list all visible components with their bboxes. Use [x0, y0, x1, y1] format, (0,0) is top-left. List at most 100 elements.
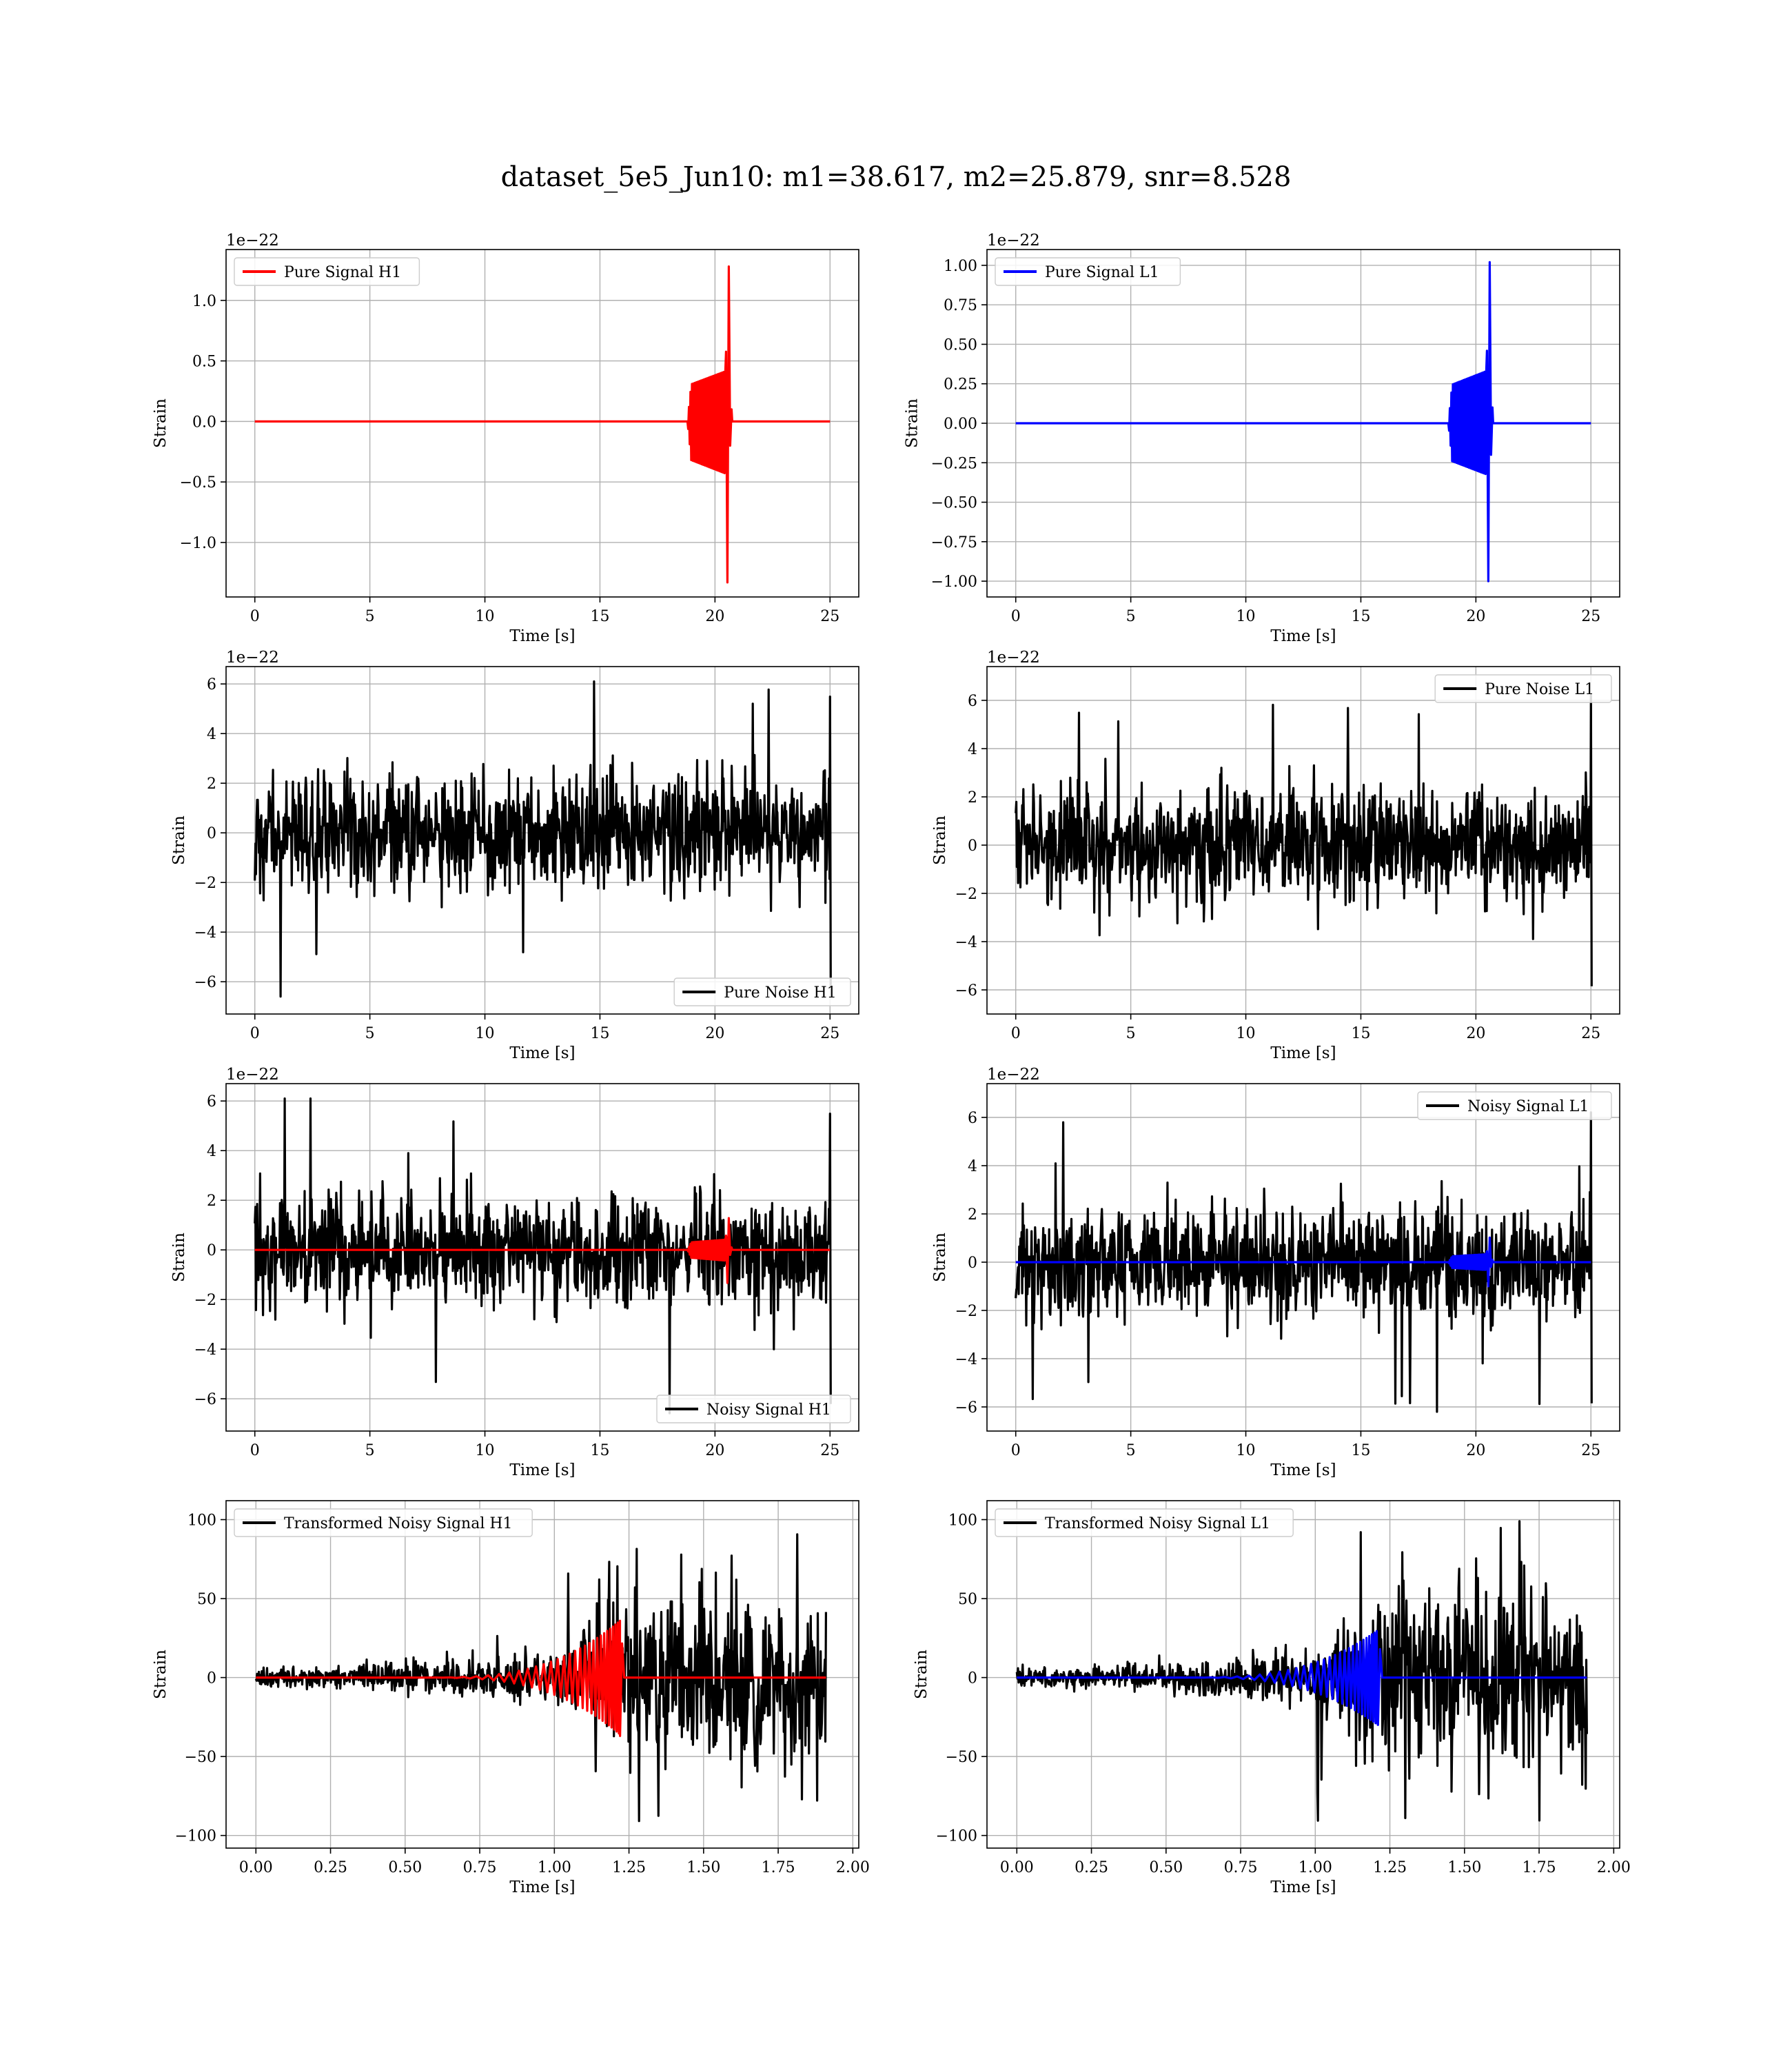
- x-tick-label: 10: [476, 1025, 495, 1042]
- y-tick-label: 0.25: [944, 376, 977, 394]
- y-tick-label: −0.5: [180, 474, 216, 491]
- series-line-h1-signal-0: [254, 265, 831, 584]
- y-tick-label: 0.75: [944, 297, 977, 314]
- y-tick-label: −2: [194, 1292, 216, 1309]
- y-tick-label: 2: [207, 776, 216, 793]
- y-tick-label: 2: [207, 1193, 216, 1210]
- x-tick-label: 25: [820, 1442, 839, 1459]
- y-tick-label: 50: [958, 1591, 977, 1608]
- x-tick-label: 1.50: [686, 1859, 720, 1876]
- x-tick-label: 25: [1581, 608, 1600, 625]
- legend-box: [656, 1395, 851, 1423]
- y-tick-label: 1.00: [944, 258, 977, 275]
- panel-l1-transformed: 0.00 0.25 0.50 0.75 1.00 1.25 1.50 1.75 2.00 −100…: [913, 1500, 1631, 1896]
- legend-box: [673, 977, 851, 1006]
- axes-frame: [986, 666, 1620, 1015]
- y-tick-label: −0.75: [931, 534, 977, 551]
- y-tick-label: −0.50: [931, 495, 977, 512]
- y-tick-label: 0: [207, 1242, 216, 1259]
- x-tick-label: 20: [1466, 1025, 1485, 1042]
- y-tick-label: −1.00: [931, 574, 977, 591]
- axes-frame: [225, 1500, 859, 1849]
- y-offset-label: 1e−22: [987, 1066, 1040, 1084]
- y-axis-label: Strain: [152, 1650, 170, 1699]
- legend-box: [1417, 1091, 1612, 1120]
- y-tick-label: −6: [955, 1399, 977, 1417]
- y-tick-label: 0: [968, 1670, 977, 1687]
- legend-label: Transformed Noisy Signal L1: [1045, 1515, 1270, 1532]
- legend: Pure Noise H1: [673, 977, 851, 1006]
- legend-box: [234, 257, 420, 286]
- y-tick-label: 0: [968, 838, 977, 855]
- x-tick-label: 0.25: [1075, 1859, 1108, 1876]
- x-tick-label: 0: [250, 1442, 260, 1459]
- y-tick-label: 50: [197, 1591, 216, 1608]
- x-tick-label: 5: [1126, 1442, 1136, 1459]
- x-tick-label: 25: [820, 1025, 839, 1042]
- x-axis-label: Time [s]: [1270, 627, 1336, 645]
- x-tick-label: 15: [1351, 1442, 1370, 1459]
- x-tick-label: 25: [1581, 1442, 1600, 1459]
- y-offset-label: 1e−22: [987, 649, 1040, 667]
- x-tick-label: 15: [590, 1442, 609, 1459]
- x-tick-label: 2.00: [836, 1859, 870, 1876]
- y-tick-label: 6: [968, 693, 977, 710]
- series-line-h1-noise-0: [254, 680, 832, 998]
- y-tick-label: −2: [955, 886, 977, 903]
- series-line-h1-transformed-1: [256, 1619, 826, 1737]
- x-axis-label: Time [s]: [509, 1878, 575, 1896]
- legend-box: [995, 257, 1181, 286]
- y-tick-label: 0: [207, 1670, 216, 1687]
- y-axis-label: Strain: [931, 1233, 949, 1282]
- panel-l1-noisy: 0 5 10 15 20 25 −6 −4 −2 0 2 4 6 Time [s] Strain 1e−22 N…: [931, 1066, 1620, 1479]
- y-offset-label: 1e−22: [226, 1066, 279, 1084]
- series-line-l1-signal-0: [1015, 261, 1591, 582]
- y-tick-label: −50: [185, 1749, 216, 1766]
- legend-label: Pure Noise H1: [724, 984, 837, 1002]
- x-tick-label: 5: [365, 1025, 375, 1042]
- x-tick-label: 20: [1466, 1442, 1485, 1459]
- x-tick-label: 0.50: [1149, 1859, 1183, 1876]
- y-tick-label: 0.0: [192, 414, 216, 431]
- panel-h1-signal: 0 5 10 15 20 25 −1.0 −0.5 0.0 0.5 1.0 Time [s] Strai…: [152, 232, 859, 645]
- y-tick-label: −50: [946, 1749, 977, 1766]
- x-tick-label: 1.25: [1373, 1859, 1407, 1876]
- y-tick-label: −4: [955, 1351, 977, 1368]
- x-axis-label: Time [s]: [1270, 1461, 1336, 1479]
- x-tick-label: 20: [705, 1442, 724, 1459]
- y-offset-label: 1e−22: [226, 649, 279, 667]
- legend: Noisy Signal H1: [656, 1395, 851, 1423]
- x-tick-label: 20: [1466, 608, 1485, 625]
- x-tick-label: 0: [1011, 1442, 1021, 1459]
- y-axis-label: Strain: [931, 815, 949, 865]
- x-tick-label: 5: [1126, 608, 1136, 625]
- x-tick-label: 1.75: [762, 1859, 795, 1876]
- x-tick-label: 2.00: [1597, 1859, 1631, 1876]
- axes-frame: [225, 666, 859, 1015]
- y-tick-label: 6: [207, 676, 216, 693]
- series-line-l1-noisy-0: [1015, 1111, 1593, 1413]
- legend: Transformed Noisy Signal L1: [995, 1508, 1294, 1537]
- legend-box: [234, 1508, 533, 1537]
- y-tick-label: 2: [968, 789, 977, 807]
- x-tick-label: 0.75: [1224, 1859, 1258, 1876]
- x-tick-label: 15: [1351, 1025, 1370, 1042]
- y-tick-label: 0: [968, 1255, 977, 1272]
- y-tick-label: 4: [968, 741, 977, 758]
- x-tick-label: 0.25: [314, 1859, 347, 1876]
- legend: Transformed Noisy Signal H1: [234, 1508, 533, 1537]
- x-tick-label: 20: [705, 1025, 724, 1042]
- series-line-l1-noisy-1: [1015, 1236, 1591, 1288]
- x-tick-label: 0: [1011, 608, 1021, 625]
- y-offset-label: 1e−22: [987, 232, 1040, 250]
- y-tick-label: −1.0: [180, 535, 216, 552]
- y-tick-label: −2: [194, 875, 216, 892]
- panel-l1-noise: 0 5 10 15 20 25 −6 −4 −2 0 2 4 6 Time [s] Strain 1e−22 P…: [931, 649, 1620, 1062]
- series-line-l1-transformed-0: [1015, 1520, 1588, 1822]
- x-tick-label: 1.25: [612, 1859, 646, 1876]
- legend: Pure Signal H1: [234, 257, 420, 286]
- x-tick-label: 5: [365, 608, 375, 625]
- x-tick-label: 10: [1236, 1025, 1256, 1042]
- x-tick-label: 10: [476, 1442, 495, 1459]
- x-tick-label: 25: [820, 608, 839, 625]
